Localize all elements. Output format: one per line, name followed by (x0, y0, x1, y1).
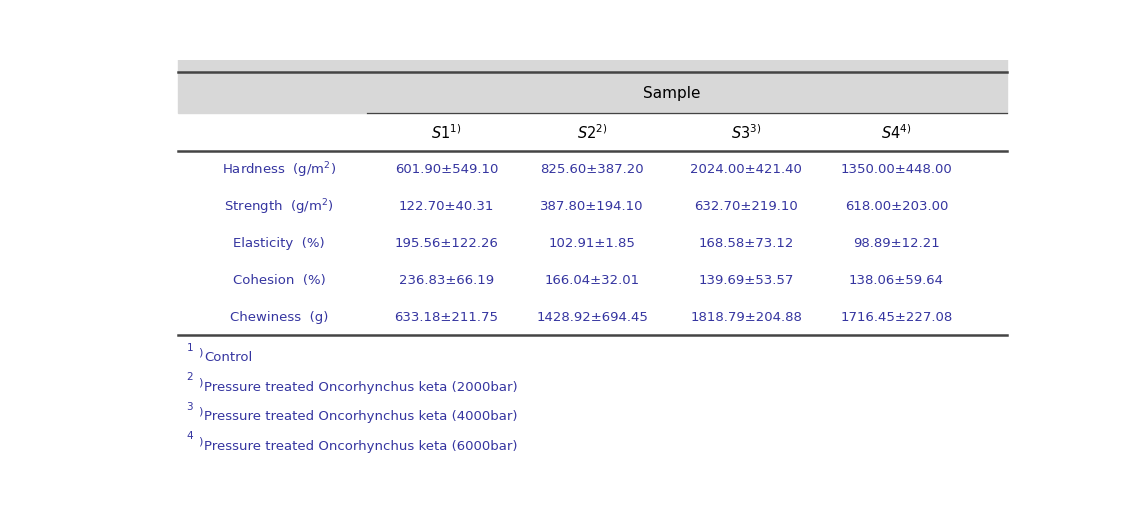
Text: Sample: Sample (643, 86, 700, 101)
Text: 2024.00±421.40: 2024.00±421.40 (691, 163, 802, 176)
Text: Pressure treated Oncorhynchus keta (4000bar): Pressure treated Oncorhynchus keta (4000… (204, 409, 518, 422)
Text: 166.04±32.01: 166.04±32.01 (544, 274, 640, 287)
Text: 387.80±194.10: 387.80±194.10 (541, 200, 644, 213)
Text: 102.91±1.85: 102.91±1.85 (549, 237, 635, 250)
Text: 236.83±66.19: 236.83±66.19 (399, 274, 494, 287)
Text: 168.58±73.12: 168.58±73.12 (699, 237, 794, 250)
Text: 633.18±211.75: 633.18±211.75 (395, 310, 498, 324)
Text: 98.89±12.21: 98.89±12.21 (854, 237, 940, 250)
Text: 122.70±40.31: 122.70±40.31 (398, 200, 494, 213)
Text: ): ) (198, 406, 203, 416)
Text: 3: 3 (187, 401, 193, 411)
Text: 1350.00±448.00: 1350.00±448.00 (841, 163, 953, 176)
Text: 632.70±219.10: 632.70±219.10 (694, 200, 798, 213)
Text: Cohesion  (%): Cohesion (%) (232, 274, 325, 287)
Text: Hardness  (g/m$^2$): Hardness (g/m$^2$) (222, 160, 336, 180)
Text: 1428.92±694.45: 1428.92±694.45 (536, 310, 648, 324)
Text: $S2^{2)}$: $S2^{2)}$ (577, 123, 608, 142)
Text: Elasticity  (%): Elasticity (%) (233, 237, 324, 250)
Text: ): ) (198, 377, 203, 386)
Text: ): ) (198, 435, 203, 445)
Text: 2: 2 (187, 372, 193, 381)
Text: Chewiness  (g): Chewiness (g) (230, 310, 328, 324)
Text: 1818.79±204.88: 1818.79±204.88 (691, 310, 802, 324)
Text: 1: 1 (187, 342, 193, 352)
Text: Control: Control (204, 351, 253, 363)
Text: Strength  (g/m$^2$): Strength (g/m$^2$) (224, 196, 333, 216)
Text: $S1^{1)}$: $S1^{1)}$ (431, 123, 462, 142)
Text: 138.06±59.64: 138.06±59.64 (849, 274, 943, 287)
Text: 618.00±203.00: 618.00±203.00 (844, 200, 948, 213)
Text: 195.56±122.26: 195.56±122.26 (395, 237, 498, 250)
Text: 1716.45±227.08: 1716.45±227.08 (840, 310, 953, 324)
Text: 4: 4 (187, 430, 193, 440)
Text: 139.69±53.57: 139.69±53.57 (699, 274, 794, 287)
Bar (178, 151, 1006, 335)
Text: ): ) (198, 347, 203, 357)
Text: 825.60±387.20: 825.60±387.20 (541, 163, 644, 176)
Text: Pressure treated Oncorhynchus keta (6000bar): Pressure treated Oncorhynchus keta (6000… (204, 439, 518, 451)
Text: $S3^{3)}$: $S3^{3)}$ (732, 123, 761, 142)
Text: Pressure treated Oncorhynchus keta (2000bar): Pressure treated Oncorhynchus keta (2000… (204, 380, 518, 393)
Text: $S4^{4)}$: $S4^{4)}$ (881, 123, 912, 142)
Text: 601.90±549.10: 601.90±549.10 (395, 163, 498, 176)
Bar (178, 36, 1006, 114)
